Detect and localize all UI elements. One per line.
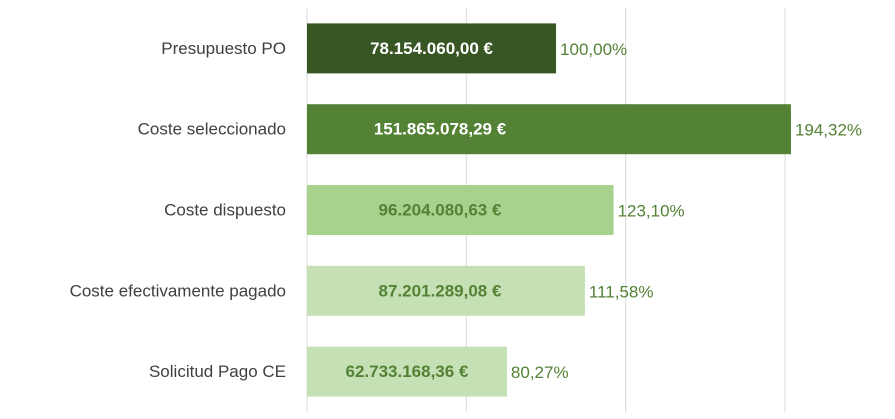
y-tick-label: Coste dispuesto <box>164 200 286 219</box>
percent-label: 100,00% <box>560 40 627 59</box>
bar <box>307 104 791 155</box>
percent-label: 123,10% <box>618 201 685 220</box>
bar <box>307 185 614 235</box>
bar-value-label: 62.733.168,36 € <box>346 362 469 381</box>
percent-label: 194,32% <box>795 121 862 140</box>
y-tick-label: Coste efectivamente pagado <box>70 281 286 300</box>
bar <box>307 346 507 397</box>
y-tick-label: Solicitud Pago CE <box>149 362 286 381</box>
percent-label: 80,27% <box>511 363 569 382</box>
bar-value-label: 87.201.289,08 € <box>379 281 502 300</box>
bar <box>307 265 585 316</box>
y-tick-label: Presupuesto PO <box>161 39 286 58</box>
bar-value-label: 78.154.060,00 € <box>370 39 493 58</box>
bar-value-label: 96.204.080,63 € <box>379 200 502 219</box>
bar-value-label: 151.865.078,29 € <box>374 120 507 139</box>
percent-label: 111,58% <box>589 282 654 301</box>
y-tick-label: Coste seleccionado <box>138 120 286 139</box>
bar <box>307 23 557 74</box>
